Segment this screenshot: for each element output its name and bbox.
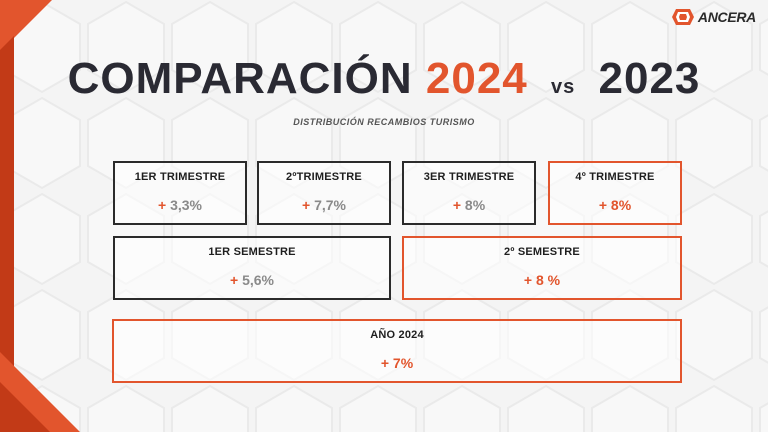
title-vs: vs <box>551 76 576 98</box>
ancera-logo: ANCERA <box>671 8 756 26</box>
plus-sign: + <box>158 197 167 213</box>
card-label: 1ER TRIMESTRE <box>134 171 226 183</box>
card-label: 1ER SEMESTRE <box>208 246 296 258</box>
logo-hexagon-icon <box>671 9 694 25</box>
card-value: + 7% <box>381 355 413 371</box>
plus-sign: + <box>523 272 533 288</box>
card-label: 2ºTRIMESTRE <box>286 171 362 183</box>
card-label: AÑO 2024 <box>370 329 424 341</box>
semester-card-1: 1ER SEMESTRE + 5,6% <box>113 236 391 300</box>
quarter-card-4: 4º TRIMESTRE + 8% <box>548 161 682 225</box>
title-word: COMPARACIÓN <box>67 54 413 103</box>
card-value: + 3,3% <box>158 197 202 213</box>
plus-sign: + <box>452 197 462 213</box>
quarter-card-3: 3ER TRIMESTRE + 8% <box>402 161 536 225</box>
corner-decoration-bottom-left <box>0 352 80 432</box>
left-stripe-decoration <box>0 36 14 430</box>
title-year-previous: 2023 <box>598 54 701 103</box>
card-value: + 8% <box>599 197 631 213</box>
card-value-text: 8 % <box>535 272 561 288</box>
plus-sign: + <box>230 272 239 288</box>
card-value-text: 5,6% <box>242 272 274 288</box>
card-label: 4º TRIMESTRE <box>575 171 655 183</box>
card-value-text: 3,3% <box>170 197 202 213</box>
plus-sign: + <box>598 197 608 213</box>
semester-card-2: 2º SEMESTRE + 8 % <box>402 236 682 300</box>
year-total-card: AÑO 2024 + 7% <box>112 319 682 383</box>
card-label: 3ER TRIMESTRE <box>423 171 515 183</box>
title-year-current: 2024 <box>425 54 528 103</box>
quarter-card-2: 2ºTRIMESTRE + 7,7% <box>257 161 391 225</box>
page-title: COMPARACIÓN 2024 vs 2023 <box>0 54 768 104</box>
card-value-text: 8% <box>464 197 486 213</box>
card-value-text: 7,7% <box>314 197 346 213</box>
card-value: + 5,6% <box>230 272 274 288</box>
plus-sign: + <box>380 355 390 371</box>
card-value: + 7,7% <box>302 197 346 213</box>
quarter-card-1: 1ER TRIMESTRE + 3,3% <box>113 161 247 225</box>
page-subtitle: DISTRIBUCIÓN RECAMBIOS TURISMO <box>293 117 475 127</box>
card-value: + 8% <box>453 197 485 213</box>
card-label: 2º SEMESTRE <box>504 246 580 258</box>
card-value-text: 8% <box>610 197 632 213</box>
plus-sign: + <box>302 197 311 213</box>
card-value: + 8 % <box>524 272 560 288</box>
card-value-text: 7% <box>392 355 414 371</box>
logo-text: ANCERA <box>697 9 756 25</box>
